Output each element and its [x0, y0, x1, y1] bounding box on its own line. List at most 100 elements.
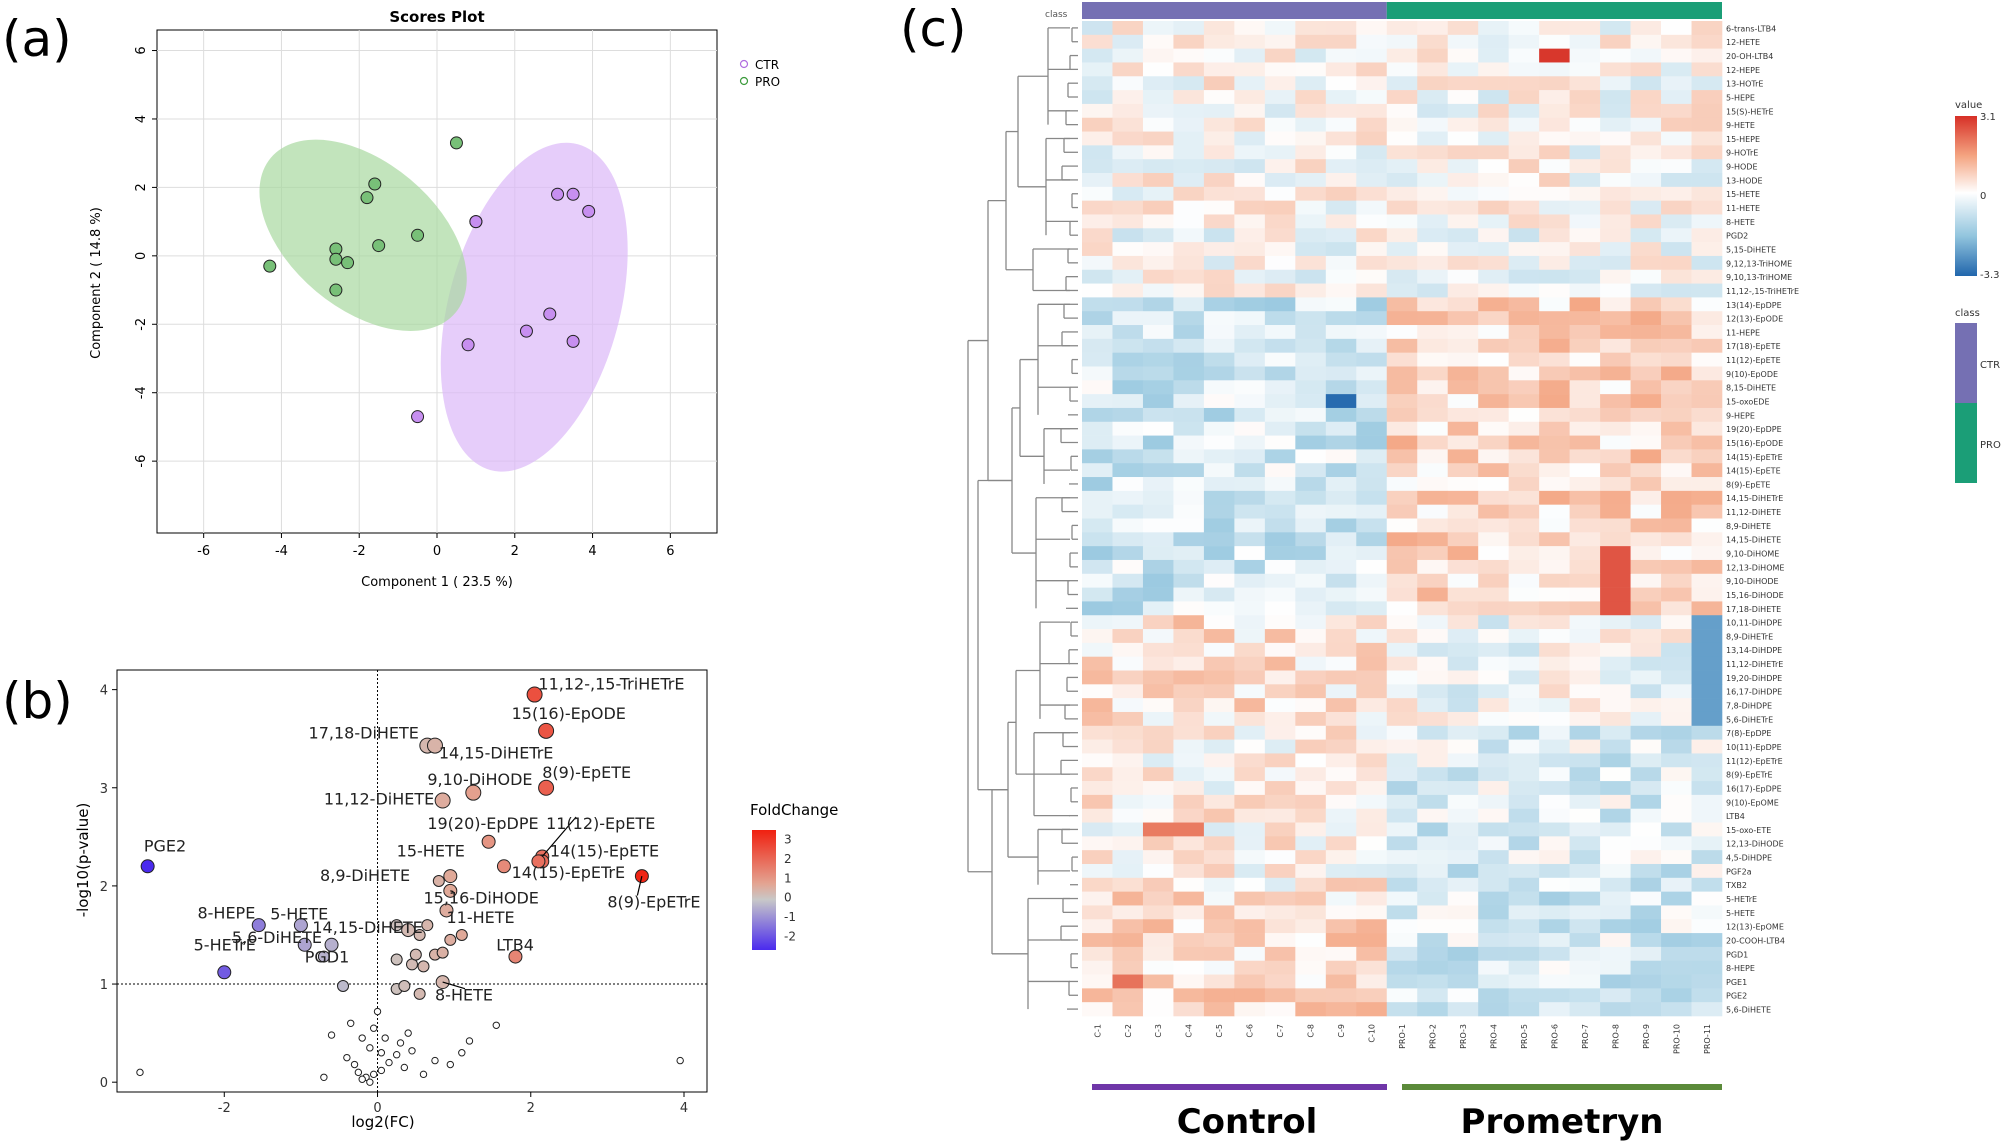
- heatmap-cell: [1203, 656, 1235, 671]
- heatmap-cell: [1325, 407, 1357, 423]
- heatmap-cell: [1508, 228, 1540, 243]
- heatmap-cell: [1112, 629, 1144, 644]
- heatmap-cell: [1082, 173, 1113, 188]
- heatmap-cell: [1569, 1002, 1601, 1017]
- heatmap-cell: [1325, 753, 1357, 768]
- heatmap-cell: [1173, 518, 1205, 533]
- heatmap-cell: [1356, 131, 1388, 146]
- heatmap-cell: [1600, 601, 1631, 616]
- heatmap-cell: [1661, 145, 1692, 160]
- heatmap-cell: [1691, 242, 1723, 257]
- heatmap-cell: [1630, 933, 1662, 948]
- heatmap-cell: [1478, 988, 1509, 1003]
- heatmap-cell: [1569, 905, 1601, 920]
- heatmap-cell: [1478, 532, 1509, 547]
- minor-point: [373, 1007, 382, 1016]
- heatmap-cell: [1661, 670, 1692, 685]
- heatmap-cell: [1203, 518, 1235, 533]
- heatmap-cell: [1569, 587, 1601, 602]
- heatmap-cell: [1173, 822, 1205, 837]
- heatmap-cell: [1356, 725, 1388, 740]
- heatmap-cell: [1569, 836, 1601, 851]
- heatmap-cell: [1508, 836, 1540, 851]
- heatmap-cell: [1356, 781, 1388, 796]
- heatmap-cell: [1447, 186, 1479, 201]
- heatmap-cell: [1203, 559, 1235, 575]
- heatmap-cell: [1356, 629, 1388, 644]
- heatmap-cell: [1325, 877, 1357, 892]
- heatmap-cell: [1082, 366, 1113, 381]
- heatmap-cell: [1508, 850, 1540, 865]
- heatmap-cell: [1661, 48, 1692, 63]
- minor-point: [366, 1044, 374, 1052]
- volcano-plot-frame: [116, 669, 708, 1093]
- heatmap-cell: [1630, 946, 1662, 962]
- minor-point: [320, 1073, 328, 1081]
- heatmap-cell: [1295, 670, 1327, 685]
- heatmap-cell: [1569, 131, 1601, 146]
- heatmap-cell: [1661, 573, 1692, 588]
- heatmap-cell: [1082, 891, 1113, 906]
- heatmap-cell: [1447, 131, 1479, 146]
- heatmap-cell: [1417, 684, 1449, 699]
- heatmap-cell: [1234, 836, 1266, 851]
- heatmap-cell: [1661, 877, 1692, 892]
- heatmap-cell: [1203, 629, 1235, 644]
- heatmap-cell: [1173, 711, 1205, 727]
- heatmap-cell: [1082, 988, 1113, 1003]
- heatmap-cell: [1325, 186, 1357, 201]
- heatmap-cell: [1173, 615, 1205, 630]
- heatmap-cell: [1661, 62, 1692, 77]
- heatmap-cell: [1082, 76, 1113, 91]
- heatmap-cell: [1325, 242, 1357, 257]
- heatmap-cell: [1112, 62, 1144, 77]
- heatmap-cell: [1478, 601, 1509, 616]
- volcano-plot-labels: 11,12-,15-TriHETrE15(16)-EpODE17,18-DiHE…: [144, 675, 701, 1005]
- heatmap-cell: [1508, 103, 1540, 119]
- heatmap-cell: [1691, 34, 1723, 49]
- heatmap-cell: [1082, 242, 1113, 257]
- heatmap-cell: [1386, 808, 1418, 823]
- heatmap-cell: [1234, 463, 1266, 478]
- heatmap-cell: [1508, 933, 1540, 948]
- heatmap-cell: [1447, 338, 1479, 353]
- heatmap-cell: [1386, 48, 1418, 63]
- heatmap-cell: [1539, 228, 1570, 243]
- heatmap-cell: [1691, 919, 1723, 934]
- heatmap-cell: [1691, 905, 1723, 920]
- heatmap-cell: [1661, 311, 1692, 326]
- heatmap-cell: [1082, 781, 1113, 796]
- heatmap-cell: [1082, 794, 1113, 810]
- heatmap-cell: [1325, 352, 1357, 367]
- heatmap-cell: [1082, 767, 1113, 782]
- heatmap-cell: [1325, 21, 1357, 36]
- score-point-ctr: [469, 215, 483, 229]
- heatmap-cell: [1142, 767, 1174, 782]
- score-point-ctr: [461, 338, 475, 352]
- heatmap-cell: [1295, 255, 1327, 271]
- heatmap-cell: [1203, 767, 1235, 782]
- heatmap-cell: [1356, 822, 1388, 837]
- heatmap-cell: [1600, 656, 1631, 671]
- heatmap-cell: [1295, 90, 1327, 105]
- heatmap-cell: [1112, 753, 1144, 768]
- prometryn-group-label: Prometryn: [1461, 1102, 1664, 1142]
- heatmap-cell: [1203, 794, 1235, 810]
- heatmap-cell: [1173, 48, 1205, 63]
- heatmap-cell: [1447, 711, 1479, 727]
- heatmap-cell: [1142, 269, 1174, 284]
- heatmap-cell: [1630, 794, 1662, 810]
- heatmap-cell: [1539, 642, 1570, 657]
- heatmap-cell: [1356, 103, 1388, 119]
- heatmap-cell: [1203, 48, 1235, 63]
- heatmap-cell: [1142, 629, 1174, 644]
- heatmap-cell: [1142, 1002, 1174, 1017]
- heatmap-cell: [1112, 449, 1144, 464]
- heatmap-cell: [1203, 311, 1235, 326]
- heatmap-cell: [1234, 159, 1266, 174]
- heatmap-cell: [1325, 850, 1357, 865]
- confidence-ellipse-ctr: [440, 142, 628, 472]
- heatmap-cell: [1630, 919, 1662, 934]
- heatmap-cell: [1661, 767, 1692, 782]
